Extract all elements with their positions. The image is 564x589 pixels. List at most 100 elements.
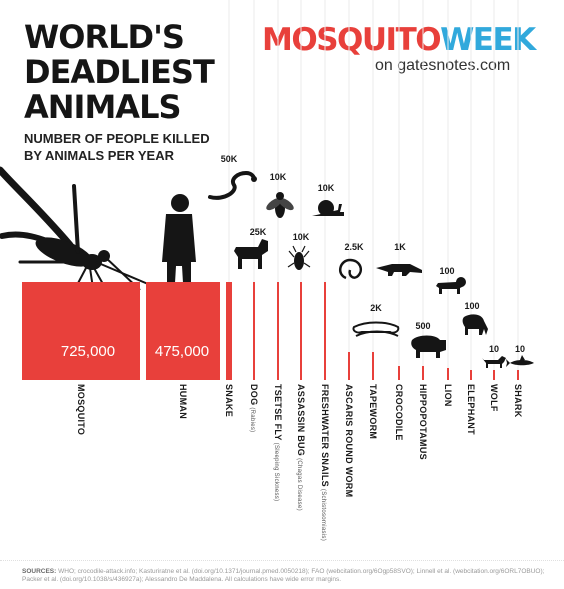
mosquito-abdomen: [35, 237, 93, 267]
tapeworm-body: [352, 321, 400, 334]
sources-note: SOURCES: WHO; crocodile-attack.info; Kas…: [22, 568, 552, 584]
value-label: 10K: [270, 172, 287, 182]
brand-logo: MOSQUITOWEEK: [262, 22, 536, 58]
bar-lion: [447, 368, 449, 380]
category-label: WOLF: [489, 384, 499, 412]
category-label: HIPPOPOTAMUS: [418, 384, 428, 460]
page-subtitle: NUMBER OF PEOPLE KILLED BY ANIMALS PER Y…: [24, 130, 254, 164]
hippo-body: [411, 335, 446, 358]
category-label: DOG (Rabies): [249, 384, 259, 432]
value-label: 500: [415, 321, 430, 331]
value-label: 475,000: [155, 343, 209, 360]
bug-body: [294, 252, 304, 270]
page-title: WORLD'S DEADLIEST ANIMALS: [24, 20, 254, 125]
bar-wolf: [493, 370, 495, 380]
croc-body: [376, 264, 422, 276]
value-label: 2K: [370, 303, 382, 313]
category-note: (Chagas Disease): [296, 456, 302, 511]
elephant-body: [462, 314, 488, 335]
value-label: 100: [464, 301, 479, 311]
bar-elephant: [470, 370, 472, 380]
bar-ascaris-round-worm: [348, 352, 350, 380]
hippopotamus-icon: [411, 335, 446, 358]
value-label: 725,000: [61, 343, 115, 360]
category-label: HUMAN: [178, 384, 188, 419]
category-label: ELEPHANT: [466, 384, 476, 435]
value-label: 10K: [293, 232, 310, 242]
category-label: FRESHWATER SNAILS (Schistosomiasis): [320, 384, 330, 541]
brand-logo-part1: MOSQUITO: [262, 22, 442, 58]
shark-body: [506, 355, 534, 367]
deadliest-animals-chart: 725,000 MOSQUITO 475,000 HUMAN 50K SNAKE 25K DO…: [0, 0, 534, 541]
value-label: 2.5K: [344, 242, 364, 252]
tsetse-fly-icon: [266, 192, 294, 218]
mosquito-leg: [95, 261, 149, 285]
category-label: CROCODILE: [394, 384, 404, 441]
mosquito-leg: [72, 184, 80, 254]
human-icon: [162, 194, 196, 300]
subtitle-line: BY ANIMALS PER YEAR: [24, 148, 175, 163]
fly-wing: [266, 197, 282, 211]
category-label: TSETSE FLY (Sleeping Sickness): [273, 384, 283, 501]
snail-shell: [318, 200, 334, 216]
bar-mosquito: [22, 282, 140, 380]
snake-body: [208, 170, 256, 200]
snake-head: [251, 176, 257, 182]
dog-body: [234, 239, 268, 269]
lion-icon: [436, 277, 466, 294]
crocodile-icon: [376, 264, 422, 276]
assassin-bug-icon: [287, 245, 311, 270]
bug-legs: [287, 245, 311, 268]
snail-foot: [312, 204, 344, 216]
category-label: SNAKE: [224, 384, 234, 417]
value-label: 25K: [250, 227, 267, 237]
title-line: DEADLIEST: [24, 53, 215, 91]
category-note: (Schistosomiasis): [320, 487, 326, 541]
category-label: MOSQUITO: [76, 384, 86, 435]
category-note: (Rabies): [249, 405, 255, 432]
brand-logo-part2: WEEK: [440, 22, 536, 58]
tapeworm-icon: [352, 321, 400, 337]
value-label: 50K: [221, 154, 238, 164]
dog-icon: [234, 239, 268, 269]
round-worm-icon: [338, 258, 362, 280]
category-label: TAPEWORM: [368, 384, 378, 439]
elephant-icon: [462, 314, 488, 335]
title-line: WORLD'S: [24, 18, 185, 56]
value-label: 10K: [318, 183, 335, 193]
category-label: LION: [443, 384, 453, 407]
sources-text: WHO; crocodile-attack.info; Kasturiratne…: [22, 568, 545, 583]
bars: [22, 282, 519, 380]
human-body: [162, 214, 196, 300]
value-label: 100: [439, 266, 454, 276]
fly-wing: [278, 197, 294, 211]
bar-assassin-bug: [300, 282, 302, 380]
subtitle-line: NUMBER OF PEOPLE KILLED: [24, 131, 210, 146]
fly-head: [276, 192, 284, 200]
tapeworm-body: [355, 330, 399, 337]
bar-dog: [253, 282, 255, 380]
lion-mane: [456, 277, 466, 287]
bar-crocodile: [398, 366, 400, 380]
sources-label: SOURCES:: [22, 568, 57, 575]
worm-body: [338, 258, 362, 280]
divider: [0, 560, 564, 561]
brand-tagline: on gatesnotes.com: [375, 57, 511, 74]
animal-icons: [0, 166, 534, 368]
category-label: ASCARIS ROUND WORM: [344, 384, 354, 497]
bar-tsetse-fly: [277, 282, 279, 380]
category-label: ASSASSIN BUG (Chagas Disease): [296, 384, 306, 511]
bar-human: [146, 282, 220, 380]
snail-icon: [312, 200, 344, 216]
snake-icon: [208, 170, 257, 200]
value-label: 10: [515, 344, 525, 354]
shark-icon: [506, 355, 534, 367]
bar-snake: [226, 282, 232, 380]
bar-shark: [517, 370, 519, 380]
human-head: [171, 194, 189, 212]
wolf-body: [482, 356, 506, 368]
bar-freshwater-snails: [324, 282, 326, 380]
wolf-icon: [482, 356, 506, 368]
labels: 725,000 MOSQUITO 475,000 HUMAN 50K SNAKE 25K DO…: [61, 154, 525, 541]
bar-hippopotamus: [422, 366, 424, 380]
